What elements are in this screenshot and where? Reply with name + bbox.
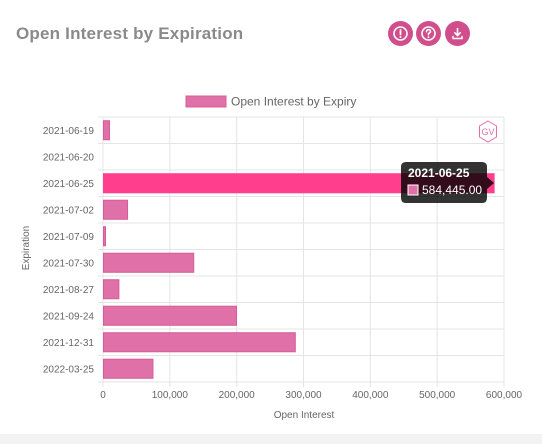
tooltip-swatch xyxy=(407,184,419,196)
bar[interactable] xyxy=(103,332,296,353)
y-tick-labels: 2021-06-19 2021-06-20 2021-06-25 2021-07-02… xyxy=(43,126,95,376)
x-tick-label: 500,000 xyxy=(419,390,456,401)
download-icon xyxy=(452,27,463,40)
bar[interactable] xyxy=(103,120,111,141)
x-axis-title: Open Interest xyxy=(274,410,335,421)
download-button[interactable] xyxy=(445,21,470,46)
page-title: Open Interest by Expiration xyxy=(16,24,244,43)
chart-card: Open Interest by Expiration Open Interes… xyxy=(0,0,542,434)
y-tick-label: 2021-07-02 xyxy=(43,205,95,216)
y-tick-label: 2022-03-25 xyxy=(43,364,95,375)
watermark-logo: GV xyxy=(479,120,497,143)
x-tick-label: 0 xyxy=(100,390,106,401)
legend-label: Open Interest by Expiry xyxy=(231,95,356,109)
y-axis-title: Expiration xyxy=(21,226,32,270)
bar[interactable] xyxy=(103,358,154,379)
alert-icon xyxy=(393,26,408,41)
bars xyxy=(103,120,495,379)
x-tick-label: 400,000 xyxy=(352,390,389,401)
tooltip-value: 584,445.00 xyxy=(422,183,482,197)
y-tick-label: 2021-09-24 xyxy=(43,311,95,322)
y-tick-label: 2021-08-27 xyxy=(43,285,95,296)
bar[interactable] xyxy=(103,279,120,300)
x-tick-label: 200,000 xyxy=(219,390,256,401)
tooltip: 2021-06-25 584,445.00 xyxy=(401,162,494,203)
y-tick-label: 2021-06-25 xyxy=(43,179,95,190)
y-tick-label: 2021-07-30 xyxy=(43,258,95,269)
bar[interactable] xyxy=(103,305,237,326)
help-icon xyxy=(421,26,436,41)
bar[interactable] xyxy=(103,199,129,220)
y-tick-label: 2021-07-09 xyxy=(43,232,95,243)
bar[interactable] xyxy=(103,226,107,247)
bar[interactable] xyxy=(103,252,195,273)
y-tick-label: 2021-06-20 xyxy=(43,152,95,163)
bar-highlighted[interactable] xyxy=(103,173,495,194)
help-button[interactable] xyxy=(416,21,441,46)
svg-text:GV: GV xyxy=(481,127,494,137)
y-tick-label: 2021-06-19 xyxy=(43,126,95,137)
legend: Open Interest by Expiry xyxy=(185,95,356,109)
legend-swatch xyxy=(185,95,227,108)
x-tick-labels: 0 100,000 200,000 300,000 400,000 500,000 600,… xyxy=(100,390,522,401)
x-tick-label: 300,000 xyxy=(285,390,322,401)
bar-chart: Open Interest by Expiry 2021-06-192021-0… xyxy=(21,95,523,422)
x-tick-label: 600,000 xyxy=(486,390,523,401)
y-tick-label: 2021-12-31 xyxy=(43,338,95,349)
alert-button[interactable] xyxy=(388,21,413,46)
tooltip-title: 2021-06-25 xyxy=(408,166,470,180)
x-tick-label: 100,000 xyxy=(152,390,189,401)
